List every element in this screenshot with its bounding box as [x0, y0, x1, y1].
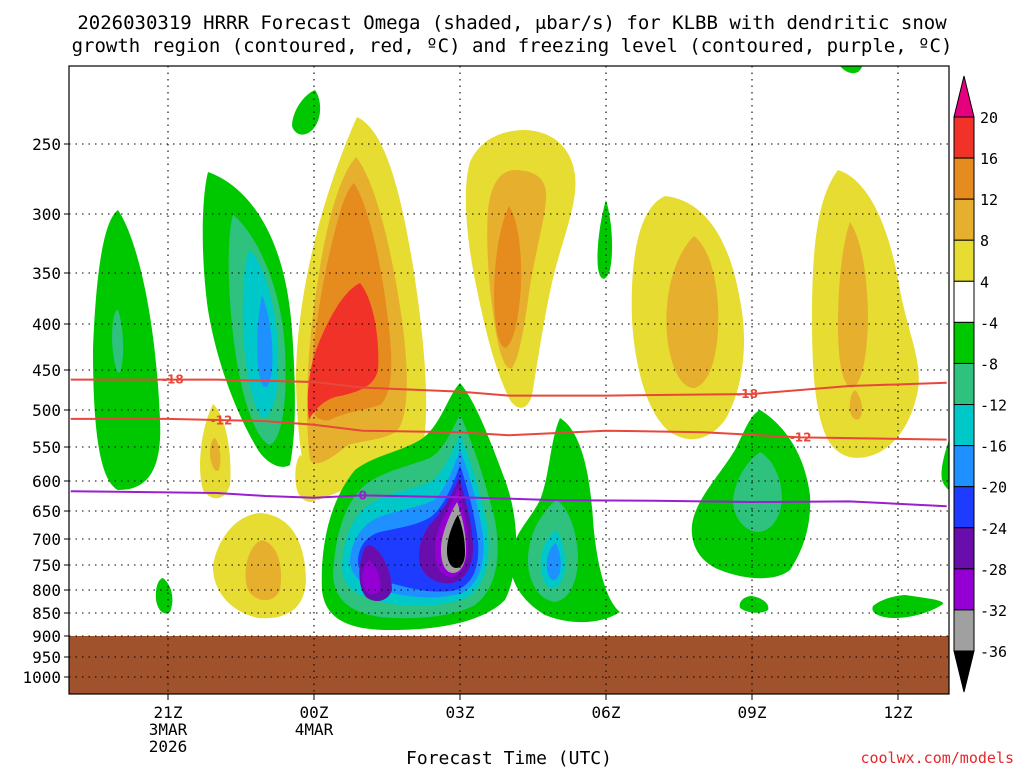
omega-blob-neg12-33z — [733, 452, 782, 532]
omega-blob-pos16-25z — [307, 283, 379, 420]
colorbar-segment-7 — [953, 404, 975, 447]
colorbar: 20 16 12 8 4 -4 -8 -12 -16 -20 -24 -28 -32 -36 — [953, 75, 1007, 693]
colorbar-segment-4 — [953, 280, 975, 323]
omega-blob-neg20-29z — [546, 543, 561, 580]
omega-blob-neg8-33z-small — [739, 596, 769, 613]
omega-blob-pos8-31z — [666, 236, 719, 388]
omega-blob-pos8-35z-low — [849, 390, 863, 420]
plot-area: -18 -18 -12 -12 0 — [69, 66, 949, 694]
x-tick-label-30-line0: 06Z — [592, 703, 621, 722]
omega-blob-pos8-22z — [210, 438, 221, 471]
colorbar-segment-5 — [953, 321, 975, 364]
chart-title-line-1: 2026030319 HRRR Forecast Omega (shaded, … — [77, 12, 947, 34]
colorbar-tick-label: 20 — [980, 109, 998, 127]
omega-shading — [93, 66, 949, 630]
x-tick-label-27-line0: 03Z — [446, 703, 475, 722]
colorbar-tick-label: -8 — [980, 355, 998, 373]
x-tick-label-21-line2: 2026 — [149, 737, 188, 756]
dgz-minus18-contour-label: -18 — [736, 387, 758, 401]
colorbar-top-arrow — [953, 75, 975, 118]
dgz-minus12-contour-label: -12 — [790, 430, 812, 444]
credit-text: coolwx.com/models — [860, 749, 1014, 767]
y-tick-label-900: 900 — [32, 627, 61, 646]
omega-blob-neg8-right-edge — [941, 440, 949, 490]
colorbar-tick-label: 8 — [980, 232, 989, 250]
y-tick-label-750: 750 — [32, 556, 61, 575]
omega-blob-neg20-23z — [257, 295, 273, 388]
x-tick-label-21-line0: 21Z — [154, 703, 183, 722]
x-tick-label-33-line0: 09Z — [738, 703, 767, 722]
omega-blob-pos12-28z — [494, 206, 522, 348]
freezing-level-contour-label: 0 — [358, 488, 366, 502]
colorbar-tick-label: -32 — [980, 602, 1007, 620]
dgz-minus12-contour-line — [70, 417, 947, 441]
y-tick-label-800: 800 — [32, 581, 61, 600]
omega-blob-pos8-23z-low — [245, 540, 282, 601]
colorbar-tick-label: 4 — [980, 273, 989, 291]
colorbar-segment-2 — [953, 198, 975, 241]
colorbar-tick-label: 12 — [980, 191, 998, 209]
y-tick-label-850: 850 — [32, 604, 61, 623]
colorbar-tick-label: -20 — [980, 479, 1007, 497]
colorbar-bottom-arrow — [953, 650, 975, 693]
colorbar-segment-11 — [953, 568, 975, 611]
ground-below-surface — [69, 636, 949, 694]
y-tick-label-250: 250 — [32, 135, 61, 154]
y-axis: 250 300 350 400 450 500 550 600 650 700 750 800 850 9… — [22, 135, 69, 687]
x-axis-label: Forecast Time (UTC) — [406, 748, 612, 768]
freezing-level-contour-line — [70, 490, 947, 508]
colorbar-segment-6 — [953, 362, 975, 406]
dgz-minus12-contour-label: -12 — [211, 413, 233, 427]
omega-blob-neg8-left — [93, 210, 161, 490]
omega-blob-neg8-top-edge — [840, 66, 862, 74]
colorbar-segment-1 — [953, 157, 975, 200]
dgz-minus18-contour-label: -18 — [162, 373, 184, 387]
omega-blob-pos4-24z-mid — [295, 455, 318, 502]
colorbar-tick-label: 16 — [980, 150, 998, 168]
colorbar-tick-label: -12 — [980, 397, 1007, 415]
omega-blob-neg8-24z-top — [292, 90, 321, 135]
colorbar-segment-12 — [953, 609, 975, 652]
colorbar-tick-label: -36 — [980, 643, 1007, 661]
dgz-minus18-contour-line — [70, 378, 947, 397]
y-tick-label-950: 950 — [32, 648, 61, 667]
colorbar-segment-10 — [953, 527, 975, 570]
y-tick-label-450: 450 — [32, 361, 61, 380]
colorbar-tick-label: -24 — [980, 520, 1007, 538]
y-tick-label-700: 700 — [32, 530, 61, 549]
omega-blob-neg8-36z — [872, 595, 944, 618]
omega-blob-pos8-35z — [838, 222, 868, 388]
y-tick-label-400: 400 — [32, 315, 61, 334]
y-tick-label-550: 550 — [32, 438, 61, 457]
colorbar-segment-3 — [953, 239, 975, 282]
x-tick-label-21-line1: 3MAR — [149, 720, 188, 739]
colorbar-segment-0 — [953, 116, 975, 159]
y-tick-label-650: 650 — [32, 502, 61, 521]
omega-blob-neg12-left — [112, 310, 124, 373]
x-tick-label-36-line0: 12Z — [884, 703, 913, 722]
colorbar-segment-8 — [953, 445, 975, 488]
x-tick-label-24-line0: 00Z — [300, 703, 329, 722]
colorbar-tick-label: -4 — [980, 314, 998, 332]
y-tick-label-600: 600 — [32, 472, 61, 491]
chart-title-line-2: growth region (contoured, red, ºC) and f… — [72, 35, 953, 57]
contours: -18 -18 -12 -12 0 — [70, 373, 947, 508]
colorbar-tick-label: -16 — [980, 438, 1007, 456]
y-tick-label-1000: 1000 — [22, 668, 61, 687]
gridlines — [69, 66, 949, 694]
omega-blob-neg32-west — [362, 560, 381, 595]
x-tick-label-24-line1: 4MAR — [295, 720, 334, 739]
colorbar-segment-9 — [953, 486, 975, 529]
y-tick-label-500: 500 — [32, 401, 61, 420]
colorbar-tick-label: -28 — [980, 561, 1007, 579]
y-tick-label-350: 350 — [32, 264, 61, 283]
omega-blob-neg8-30z-top — [597, 200, 613, 279]
plot-frame — [68, 65, 950, 695]
y-tick-label-300: 300 — [32, 205, 61, 224]
